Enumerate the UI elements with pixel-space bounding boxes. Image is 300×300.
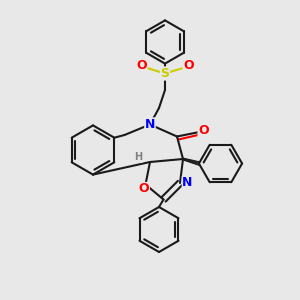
Text: N: N [145, 118, 155, 131]
Text: O: O [139, 182, 149, 196]
Text: O: O [136, 59, 147, 72]
Text: S: S [160, 67, 169, 80]
Text: H: H [134, 152, 142, 163]
Text: O: O [198, 124, 209, 137]
Text: N: N [182, 176, 193, 190]
Text: O: O [183, 59, 194, 72]
